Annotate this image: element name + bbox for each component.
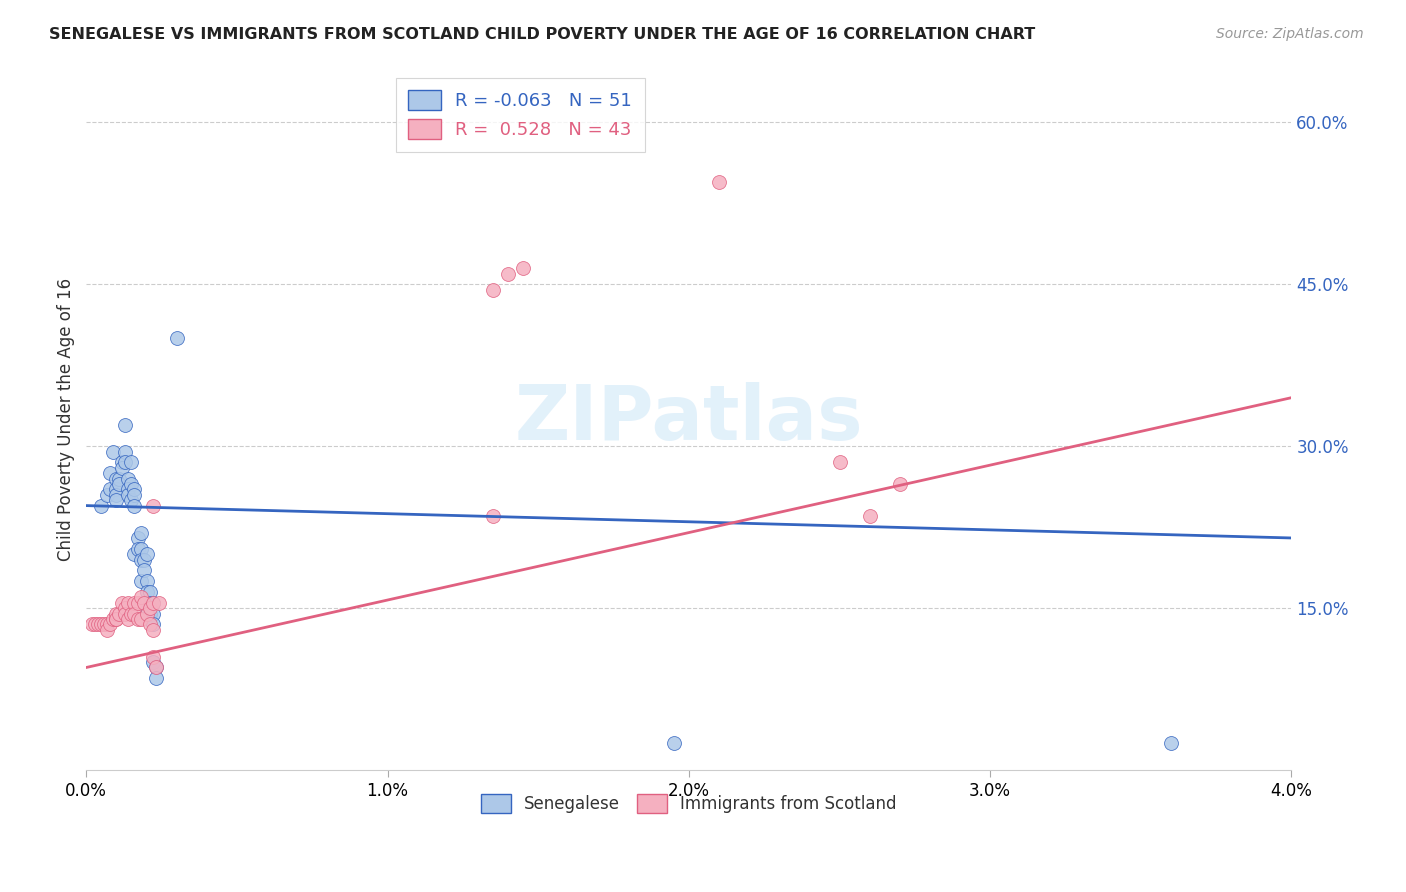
Point xyxy=(138,617,160,632)
Point xyxy=(662,736,685,750)
Point xyxy=(142,623,165,637)
Text: SENEGALESE VS IMMIGRANTS FROM SCOTLAND CHILD POVERTY UNDER THE AGE OF 16 CORRELA: SENEGALESE VS IMMIGRANTS FROM SCOTLAND C… xyxy=(49,27,1035,42)
Point xyxy=(129,552,152,566)
Point xyxy=(142,649,165,664)
Point xyxy=(100,483,122,497)
Point xyxy=(108,477,131,491)
Point xyxy=(90,499,112,513)
Point xyxy=(145,660,167,674)
Point xyxy=(129,525,152,540)
Point xyxy=(82,617,104,632)
Point xyxy=(105,483,128,497)
Point xyxy=(138,607,160,621)
Point xyxy=(105,612,128,626)
Point xyxy=(142,655,165,669)
Point xyxy=(114,417,136,432)
Point xyxy=(512,261,534,276)
Point xyxy=(138,601,160,615)
Point xyxy=(111,460,134,475)
Point xyxy=(111,455,134,469)
Point xyxy=(828,455,851,469)
Point xyxy=(117,483,139,497)
Point xyxy=(135,607,157,621)
Point xyxy=(127,596,149,610)
Point xyxy=(111,596,134,610)
Legend: Senegalese, Immigrants from Scotland: Senegalese, Immigrants from Scotland xyxy=(470,783,908,825)
Y-axis label: Child Poverty Under the Age of 16: Child Poverty Under the Age of 16 xyxy=(58,277,75,561)
Point xyxy=(114,444,136,458)
Point xyxy=(105,493,128,508)
Point xyxy=(124,483,146,497)
Point xyxy=(117,472,139,486)
Point xyxy=(482,283,505,297)
Point xyxy=(103,444,125,458)
Point xyxy=(142,596,165,610)
Point xyxy=(138,596,160,610)
Point xyxy=(124,488,146,502)
Point xyxy=(124,499,146,513)
Point xyxy=(100,467,122,481)
Point xyxy=(100,617,122,632)
Point xyxy=(129,574,152,589)
Point xyxy=(117,488,139,502)
Point xyxy=(127,541,149,556)
Point xyxy=(135,596,157,610)
Point xyxy=(148,596,170,610)
Point xyxy=(87,617,110,632)
Point xyxy=(117,612,139,626)
Point xyxy=(124,547,146,561)
Point xyxy=(138,585,160,599)
Point xyxy=(1160,736,1182,750)
Point xyxy=(132,552,155,566)
Point xyxy=(129,541,152,556)
Point xyxy=(142,596,165,610)
Point xyxy=(496,267,519,281)
Point xyxy=(127,531,149,545)
Point xyxy=(889,477,911,491)
Point xyxy=(142,617,165,632)
Point xyxy=(105,607,128,621)
Point xyxy=(129,612,152,626)
Point xyxy=(108,607,131,621)
Point xyxy=(124,596,146,610)
Point xyxy=(142,499,165,513)
Point xyxy=(84,617,107,632)
Point xyxy=(96,488,118,502)
Point xyxy=(90,617,112,632)
Point xyxy=(114,455,136,469)
Point xyxy=(121,493,143,508)
Point xyxy=(103,612,125,626)
Point xyxy=(127,612,149,626)
Point xyxy=(707,175,730,189)
Point xyxy=(135,585,157,599)
Point xyxy=(114,601,136,615)
Point xyxy=(105,488,128,502)
Point xyxy=(859,509,882,524)
Point xyxy=(132,563,155,577)
Text: Source: ZipAtlas.com: Source: ZipAtlas.com xyxy=(1216,27,1364,41)
Point xyxy=(108,472,131,486)
Point xyxy=(121,455,143,469)
Point xyxy=(482,509,505,524)
Point xyxy=(117,596,139,610)
Point xyxy=(93,617,115,632)
Point xyxy=(114,607,136,621)
Point xyxy=(135,607,157,621)
Point xyxy=(96,617,118,632)
Point xyxy=(145,660,167,674)
Point xyxy=(166,331,188,345)
Point xyxy=(132,596,155,610)
Point xyxy=(121,607,143,621)
Point xyxy=(105,472,128,486)
Point xyxy=(96,623,118,637)
Point xyxy=(105,612,128,626)
Point xyxy=(121,477,143,491)
Point xyxy=(145,671,167,685)
Point xyxy=(142,607,165,621)
Text: ZIPatlas: ZIPatlas xyxy=(515,383,863,457)
Point xyxy=(124,607,146,621)
Point xyxy=(135,574,157,589)
Point xyxy=(129,591,152,605)
Point xyxy=(135,547,157,561)
